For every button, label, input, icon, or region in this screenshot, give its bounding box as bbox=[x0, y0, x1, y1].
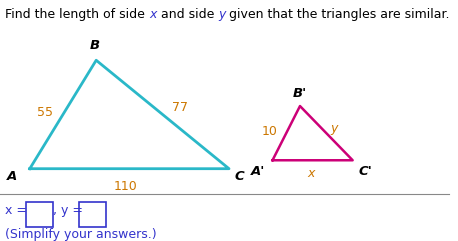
Text: B': B' bbox=[293, 87, 307, 100]
Text: , y =: , y = bbox=[53, 204, 87, 217]
Text: 110: 110 bbox=[114, 180, 138, 193]
Text: (Simplify your answers.): (Simplify your answers.) bbox=[5, 228, 157, 241]
FancyBboxPatch shape bbox=[26, 202, 53, 227]
Text: x: x bbox=[149, 8, 157, 21]
Text: 55: 55 bbox=[37, 106, 53, 119]
Text: 77: 77 bbox=[172, 101, 188, 114]
Text: B: B bbox=[90, 39, 100, 52]
Text: A: A bbox=[7, 170, 17, 183]
FancyBboxPatch shape bbox=[79, 202, 106, 227]
Text: x: x bbox=[307, 167, 314, 181]
Text: 10: 10 bbox=[262, 125, 278, 138]
Text: C': C' bbox=[358, 165, 372, 178]
Text: Find the length of side: Find the length of side bbox=[5, 8, 149, 21]
Text: x =: x = bbox=[5, 204, 32, 217]
Text: given that the triangles are similar.: given that the triangles are similar. bbox=[225, 8, 450, 21]
Text: C: C bbox=[234, 170, 244, 183]
Text: and side: and side bbox=[157, 8, 218, 21]
Text: y: y bbox=[218, 8, 225, 21]
Text: y: y bbox=[331, 122, 338, 135]
Text: A': A' bbox=[251, 165, 265, 178]
